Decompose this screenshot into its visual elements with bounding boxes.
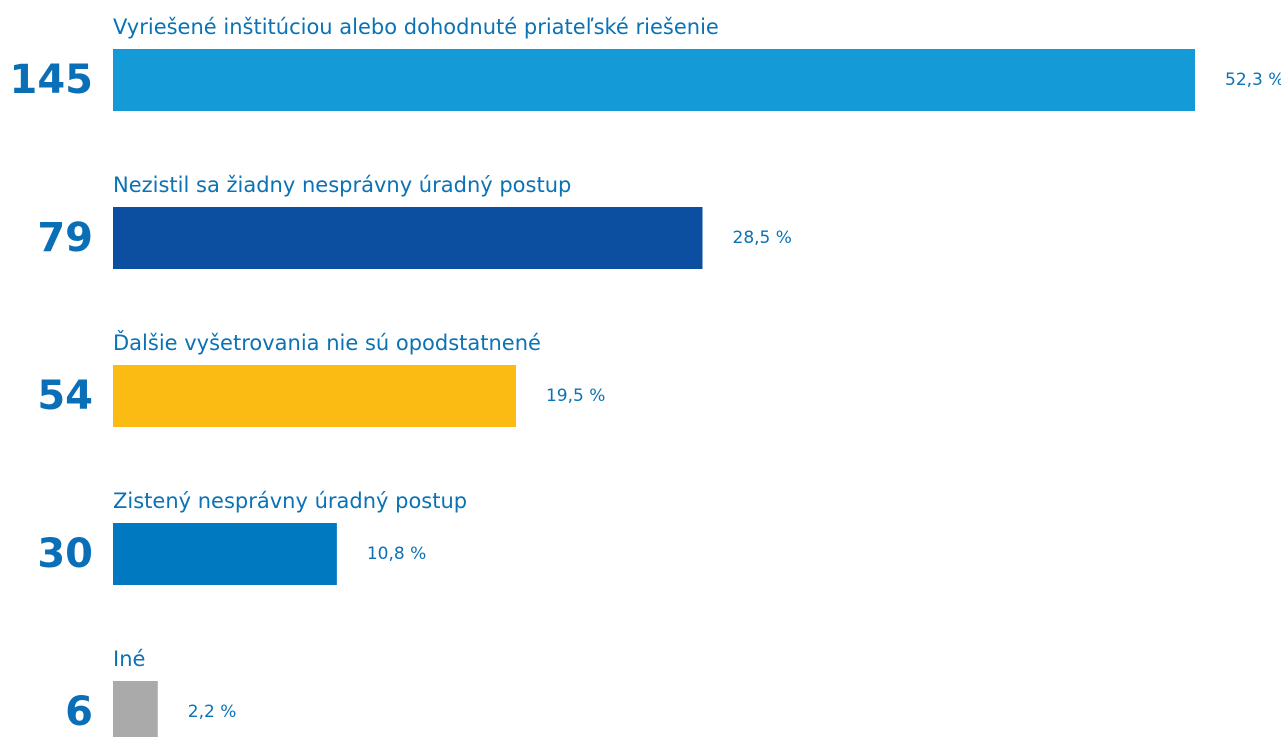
category-label: Nezistil sa žiadny nesprávny úradný post… (113, 173, 571, 197)
category-label: Ďalšie vyšetrovania nie sú opodstatnené (113, 330, 541, 355)
bar (113, 681, 158, 737)
bar (113, 365, 516, 427)
count-label: 30 (37, 531, 93, 577)
category-label: Vyriešené inštitúciou alebo dohodnuté pr… (113, 15, 719, 39)
share-label: 19,5 % (546, 386, 605, 406)
share-label: 28,5 % (733, 228, 792, 248)
category-label: Iné (113, 647, 145, 671)
bar (113, 207, 703, 269)
share-label: 10,8 % (367, 544, 426, 564)
share-label: 52,3 % (1225, 70, 1281, 90)
count-label: 6 (65, 689, 93, 735)
count-label: 145 (10, 57, 94, 103)
share-label: 2,2 % (188, 702, 237, 722)
bar (113, 49, 1195, 111)
category-label: Zistený nesprávny úradný postup (113, 489, 467, 513)
count-label: 79 (37, 215, 93, 261)
bar (113, 523, 337, 585)
count-label: 54 (37, 373, 93, 419)
